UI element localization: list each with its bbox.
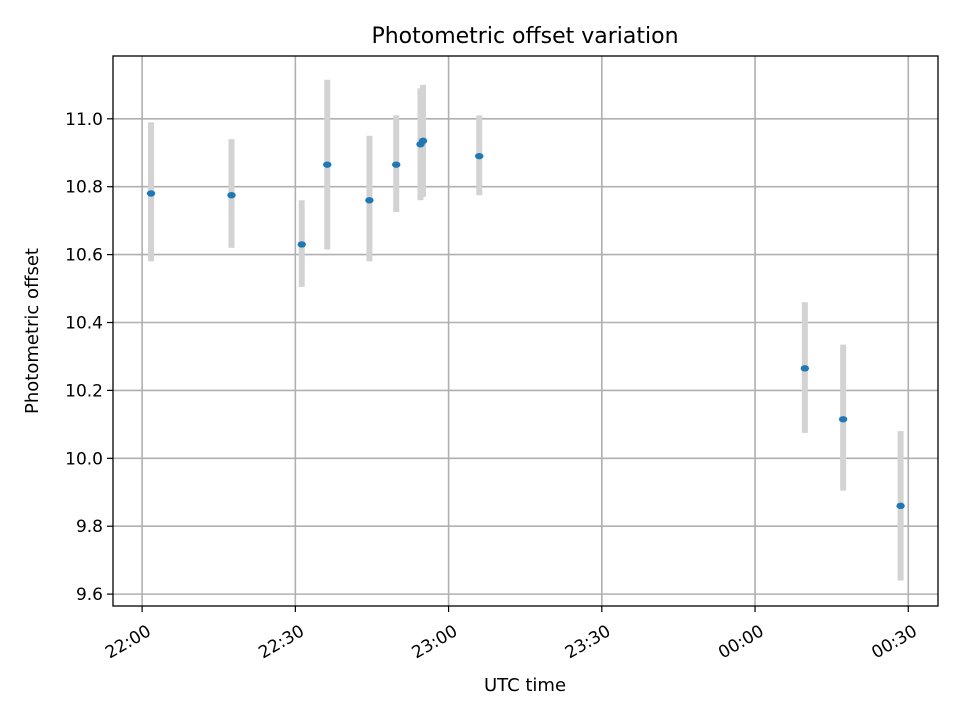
y-tick-label: 9.8 bbox=[76, 517, 103, 537]
data-point bbox=[475, 152, 484, 160]
error-bars bbox=[148, 79, 904, 581]
x-axis-ticks: 22:00 22:30 23:00 23:30 00:00 00:30 bbox=[102, 606, 921, 663]
x-tick-label: 23:30 bbox=[562, 621, 614, 663]
data-point bbox=[365, 197, 374, 204]
data-point bbox=[418, 137, 428, 145]
data-point bbox=[227, 191, 236, 199]
data-point bbox=[392, 161, 401, 168]
x-tick-label: 23:00 bbox=[409, 621, 461, 663]
x-tick-label: 00:30 bbox=[868, 621, 920, 663]
x-tick-label: 00:00 bbox=[715, 621, 767, 663]
data-point bbox=[800, 365, 810, 372]
data-point bbox=[146, 190, 156, 197]
data-point bbox=[323, 161, 332, 168]
y-tick-label: 11.0 bbox=[65, 110, 103, 130]
x-tick-label: 22:30 bbox=[255, 621, 307, 663]
y-tick-label: 9.6 bbox=[76, 585, 103, 605]
plot-frame bbox=[112, 55, 939, 607]
grid bbox=[113, 56, 938, 606]
y-tick-label: 10.4 bbox=[65, 314, 103, 334]
y-tick-label: 10.2 bbox=[65, 381, 103, 401]
data-points bbox=[146, 137, 905, 510]
chart-title: Photometric offset variation bbox=[371, 24, 678, 49]
data-point bbox=[896, 502, 905, 510]
x-tick-label: 22:00 bbox=[102, 621, 154, 663]
y-axis-ticks: 9.6 9.8 10.0 10.2 10.4 10.6 10.8 11.0 bbox=[65, 110, 113, 605]
data-point bbox=[838, 416, 848, 423]
data-point bbox=[297, 241, 306, 248]
y-tick-label: 10.0 bbox=[65, 449, 103, 469]
y-tick-label: 10.6 bbox=[65, 246, 103, 266]
y-tick-label: 10.8 bbox=[65, 178, 103, 198]
x-axis-label: UTC time bbox=[484, 675, 566, 696]
y-axis-label: Photometric offset bbox=[22, 248, 43, 414]
